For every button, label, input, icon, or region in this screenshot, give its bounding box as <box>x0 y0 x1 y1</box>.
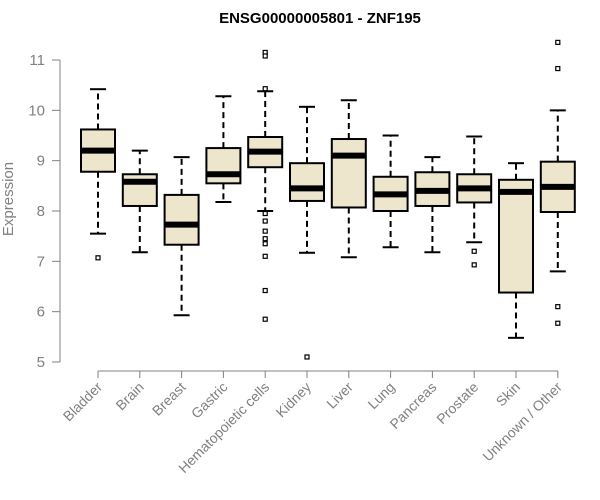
y-tick-label: 11 <box>29 52 45 69</box>
y-axis-label: Expression <box>0 162 17 236</box>
chart-title: ENSG00000005801 - ZNF195 <box>219 10 421 27</box>
box-prostate <box>456 135 493 268</box>
outlier-point <box>262 316 268 322</box>
outlier-point <box>471 262 477 268</box>
box-skin <box>498 162 534 339</box>
outlier-point <box>262 253 268 259</box>
box-iqr <box>163 193 200 246</box>
outlier-point <box>555 65 561 72</box>
outlier-point <box>555 39 561 45</box>
box-iqr <box>205 147 242 185</box>
outlier-point <box>95 255 101 261</box>
x-tick-label: Unknown / Other <box>479 379 565 465</box>
outlier-point <box>262 236 268 242</box>
box-gastric <box>205 95 242 203</box>
box-iqr <box>330 138 367 209</box>
box-bladder <box>80 88 116 261</box>
box-unknown-other <box>539 39 576 326</box>
y-tick-label: 10 <box>28 102 45 119</box>
y-tick-label: 9 <box>37 153 45 170</box>
x-tick-label: Breast <box>149 379 189 419</box>
box-brain <box>121 149 158 254</box>
box-liver <box>330 99 367 259</box>
y-axis: 5 6 7 8 9 10 11 <box>28 52 558 372</box>
boxes <box>80 39 576 360</box>
y-tick-label: 7 <box>37 253 45 270</box>
box-breast <box>163 156 200 317</box>
outlier-point <box>471 248 477 254</box>
x-tick-label: Brain <box>112 379 146 413</box>
box-iqr <box>289 162 325 202</box>
x-tick-label: Liver <box>323 379 356 412</box>
y-tick-label: 5 <box>37 354 45 371</box>
box-iqr <box>498 178 534 294</box>
outlier-point <box>555 304 561 310</box>
outlier-point <box>262 218 268 224</box>
outlier-point <box>304 354 310 360</box>
y-tick-label: 8 <box>37 203 45 220</box>
x-tick-label: Bladder <box>60 379 106 425</box>
x-tick-label: Prostate <box>433 379 481 427</box>
x-tick-label: Kidney <box>273 379 315 421</box>
outlier-point <box>262 241 268 247</box>
box-hematopoietic-cells <box>247 49 284 322</box>
box-lung <box>372 134 409 249</box>
outlier-point <box>262 53 268 59</box>
box-pancreas <box>414 156 451 254</box>
outlier-point <box>555 320 561 326</box>
outlier-point <box>262 86 268 92</box>
x-tick-label: Skin <box>493 379 524 410</box>
outlier-point <box>262 228 268 234</box>
box-kidney <box>289 105 325 360</box>
outlier-point <box>262 287 268 294</box>
y-tick-label: 6 <box>37 304 45 321</box>
x-tick-label: Lung <box>364 379 397 412</box>
outlier-point <box>262 210 268 217</box>
